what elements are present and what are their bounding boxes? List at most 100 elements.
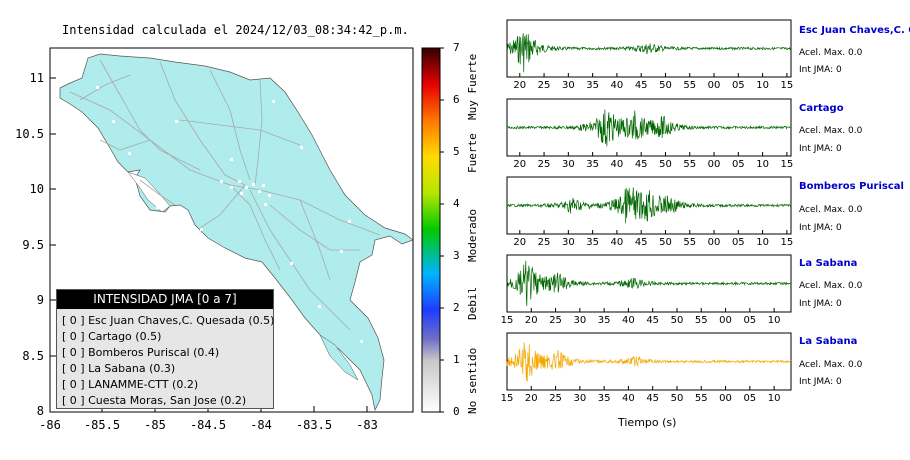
- waveform-tick-label: 55: [694, 315, 708, 326]
- lon-tick: -85: [144, 418, 166, 432]
- lat-tick: 10.5: [15, 127, 44, 141]
- waveform-tick-label: 05: [731, 237, 745, 248]
- waveform-tick-label: 40: [610, 159, 624, 170]
- waveform-tick-label: 35: [586, 159, 599, 170]
- waveform-tick-label: 00: [707, 237, 721, 248]
- waveform-tick-label: 35: [597, 393, 611, 404]
- colorbar-level: 1: [453, 353, 460, 366]
- lat-tick: 8: [36, 404, 44, 418]
- colorbar-level: 6: [453, 93, 460, 106]
- lon-tick: -85.5: [83, 418, 121, 432]
- legend-row: [ 0 ] LANAMME-CTT (0.2): [62, 378, 199, 391]
- colorbar-level: 0: [453, 405, 460, 418]
- waveform-tick-label: 45: [634, 237, 648, 248]
- lon-tick: -83.5: [295, 418, 333, 432]
- waveform-tick-label: 25: [549, 393, 562, 404]
- waveform-tick-label: 50: [659, 237, 672, 248]
- lon-tick: -84.5: [189, 418, 227, 432]
- station-name: Bomberos Puriscal: [799, 181, 904, 192]
- waveform-tick-label: 05: [743, 315, 757, 326]
- station-intensity: Int JMA: 0: [799, 65, 842, 75]
- waveform-tick-label: 20: [513, 159, 527, 170]
- waveform-tick-label: 55: [683, 159, 697, 170]
- waveform-tick-label: 15: [780, 159, 794, 170]
- waveform-trace: [506, 187, 792, 224]
- waveform-tick-label: 45: [634, 80, 648, 91]
- colorbar-word: Moderado: [466, 209, 479, 262]
- legend-row: [ 0 ] Bomberos Puriscal (0.4): [62, 346, 220, 359]
- waveform-tick-label: 40: [622, 315, 635, 326]
- lon-tick: -83: [356, 418, 378, 432]
- colorbar-level: 2: [453, 301, 460, 314]
- waveform-tick-label: 10: [767, 315, 781, 326]
- waveform-xlabel: Tiempo (s): [618, 416, 677, 429]
- waveform-tick-label: 10: [767, 393, 781, 404]
- waveform-tick-label: 35: [586, 237, 599, 248]
- waveform-tick-label: 55: [683, 80, 697, 91]
- station-intensity: Int JMA: 0: [799, 299, 842, 309]
- waveform-tick-label: 40: [610, 80, 624, 91]
- waveform-tick-label: 10: [756, 159, 769, 170]
- station-intensity: Int JMA: 0: [799, 144, 842, 154]
- legend-title: INTENSIDAD JMA [0 a 7]: [57, 290, 273, 309]
- station-intensity: Int JMA: 0: [799, 377, 842, 387]
- waveform-tick-label: 10: [756, 237, 769, 248]
- station-accel: Acel. Max. 0.0: [799, 48, 863, 58]
- intensity-legend: INTENSIDAD JMA [0 a 7] [ 0 ] Esc Juan Ch…: [56, 289, 274, 409]
- waveform-tick-label: 50: [659, 80, 672, 91]
- waveform-tick-label: 45: [634, 159, 648, 170]
- map-title: Intensidad calculada el 2024/12/03_08:34…: [62, 23, 409, 37]
- waveform-tick-label: 15: [500, 315, 514, 326]
- colorbar-word: No sentido: [466, 347, 479, 414]
- waveform-tick-label: 20: [524, 393, 538, 404]
- waveform-tick-label: 35: [586, 80, 599, 91]
- waveform-tick-label: 15: [500, 393, 514, 404]
- waveform-tick-label: 35: [597, 315, 611, 326]
- waveform-tick-label: 15: [780, 237, 794, 248]
- colorbar: [421, 47, 441, 413]
- waveform-tick-label: 40: [610, 237, 624, 248]
- colorbar-level: 7: [453, 41, 460, 54]
- waveform-tick-label: 30: [561, 159, 575, 170]
- waveform-tick-label: 05: [731, 159, 745, 170]
- costa-rica-landmass: [59, 53, 413, 412]
- waveform-tick-label: 30: [573, 315, 587, 326]
- waveform-trace: [506, 109, 792, 147]
- waveform-tick-label: 20: [513, 237, 527, 248]
- colorbar-level: 3: [453, 249, 460, 262]
- colorbar-word: Muy Fuerte: [466, 53, 479, 120]
- road-network: [69, 59, 381, 331]
- colorbar-level: 5: [453, 145, 460, 158]
- lat-tick: 9.5: [22, 238, 44, 252]
- station-name: Esc Juan Chaves,C. Qu: [799, 25, 910, 36]
- legend-row: [ 0 ] Cuesta Moras, San Jose (0.2): [62, 394, 247, 407]
- waveform-tick-label: 00: [707, 159, 721, 170]
- waveform-tick-label: 30: [561, 237, 575, 248]
- waveform-tick-label: 15: [780, 80, 794, 91]
- colorbar-level: 4: [453, 197, 460, 210]
- waveform-tick-label: 30: [573, 393, 587, 404]
- waveform-tick-label: 20: [513, 80, 527, 91]
- legend-row: [ 0 ] Esc Juan Chaves,C. Quesada (0.5): [62, 314, 275, 327]
- station-accel: Acel. Max. 0.0: [799, 126, 863, 136]
- waveform-tick-label: 45: [646, 393, 660, 404]
- lat-tick: 10: [29, 182, 44, 196]
- lat-tick: 11: [29, 71, 44, 85]
- waveform-tick-label: 25: [549, 315, 562, 326]
- waveform-trace: [506, 33, 792, 73]
- station-markers: [96, 86, 363, 343]
- lat-tick: 8.5: [22, 349, 44, 363]
- lon-tick: -86: [39, 418, 61, 432]
- waveform-tick-label: 30: [561, 80, 575, 91]
- waveform-tick-label: 20: [524, 315, 538, 326]
- waveform-tick-label: 10: [756, 80, 769, 91]
- station-name: La Sabana: [799, 258, 858, 269]
- waveform-tick-label: 40: [622, 393, 635, 404]
- waveform-tick-label: 50: [670, 393, 684, 404]
- waveform-tick-label: 00: [707, 80, 721, 91]
- waveform-tick-label: 25: [537, 237, 551, 248]
- legend-row: [ 0 ] Cartago (0.5): [62, 330, 162, 343]
- lat-tick: 9: [36, 293, 44, 307]
- waveform-trace: [506, 260, 792, 307]
